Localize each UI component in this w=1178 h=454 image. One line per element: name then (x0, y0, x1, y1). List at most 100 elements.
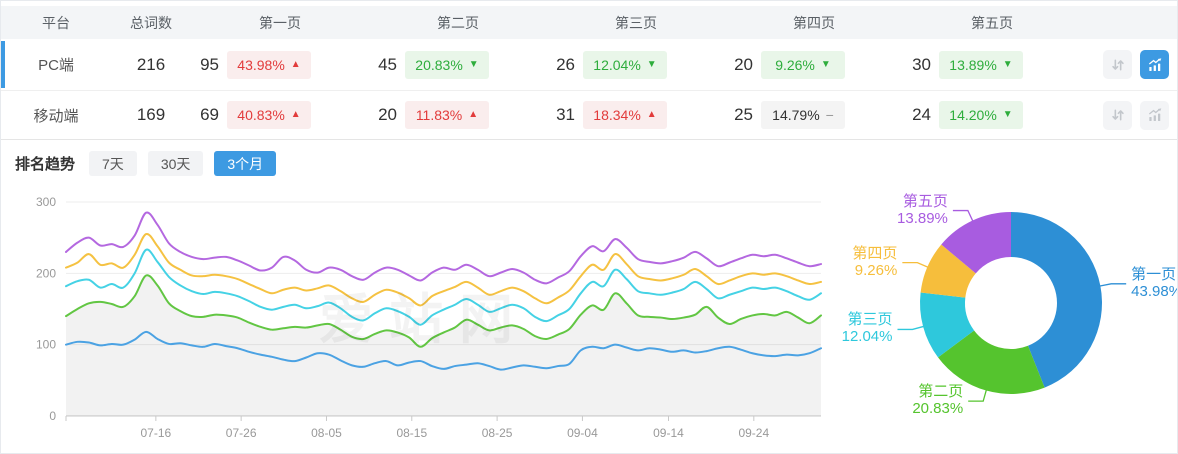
col-header-platform: 平台 (42, 14, 70, 31)
page2-count: 20 (378, 105, 397, 124)
trend-arrow-icon: ▲ (468, 109, 479, 120)
row-actions (1081, 100, 1177, 130)
pct-value: 13.89% (949, 56, 997, 73)
page5-cell: 24 14.20% ▼ (903, 101, 1081, 129)
page4-count: 25 (734, 105, 753, 124)
col-header-page5: 第五页 (971, 14, 1013, 31)
page1-pct-badge: 43.98% ▲ (227, 50, 311, 79)
page3-pct-badge: 18.34% ▲ (583, 101, 667, 129)
pct-value: 9.26% (775, 56, 815, 73)
pie-slice-label: 第五页 13.89% (897, 192, 948, 227)
sort-arrows-icon (1110, 107, 1126, 123)
pct-value: 11.83% (415, 107, 463, 123)
table-row-mobile[interactable]: 移动端 169 69 40.83% ▲ 20 11.83% ▲ 31 18.3 (1, 90, 1177, 139)
pct-value: 12.04% (593, 56, 641, 73)
svg-text:09-24: 09-24 (738, 426, 769, 440)
svg-text:07-26: 07-26 (226, 426, 257, 440)
page1-pct-badge: 40.83% ▲ (227, 101, 311, 129)
svg-text:09-14: 09-14 (653, 426, 684, 440)
page2-pct-badge: 20.83% ▼ (405, 50, 489, 79)
col-header-page1: 第一页 (259, 14, 301, 31)
svg-text:07-16: 07-16 (140, 426, 171, 440)
tab-3-months[interactable]: 3个月 (214, 151, 277, 176)
svg-text:08-05: 08-05 (311, 426, 342, 440)
svg-text:08-15: 08-15 (396, 426, 427, 440)
sort-button[interactable] (1103, 50, 1132, 79)
page1-count: 69 (200, 105, 219, 124)
tab-7-days[interactable]: 7天 (89, 151, 137, 176)
total-words-value: 169 (136, 105, 166, 124)
platform-name: PC端 (38, 57, 74, 74)
sort-button[interactable] (1103, 100, 1132, 130)
trend-title: 排名趋势 (15, 156, 76, 173)
pct-value: 20.83% (415, 56, 463, 73)
svg-text:300: 300 (36, 195, 56, 209)
svg-text:200: 200 (36, 266, 56, 280)
trend-arrow-icon: ▲ (290, 109, 301, 120)
page4-pct-badge: 14.79% − (761, 101, 845, 129)
row-actions (1081, 50, 1177, 79)
page5-pct-badge: 14.20% ▼ (939, 101, 1023, 129)
page4-cell: 20 9.26% ▼ (725, 50, 903, 79)
page2-count: 45 (378, 54, 397, 74)
trend-arrow-icon: ▼ (820, 58, 831, 70)
pie-slice-label: 第二页 20.83% (912, 383, 964, 418)
pie-slice-label: 第三页 12.04% (841, 311, 893, 346)
page1-cell: 95 43.98% ▲ (191, 50, 369, 79)
col-header-page2: 第二页 (437, 14, 479, 31)
page2-cell: 45 20.83% ▼ (369, 50, 547, 79)
page2-pct-badge: 11.83% ▲ (405, 101, 489, 129)
svg-text:0: 0 (49, 409, 56, 423)
pie-slice-label: 第一页 43.98% (1131, 265, 1178, 300)
page1-count: 95 (200, 54, 219, 74)
pct-value: 14.20% (949, 107, 997, 123)
page1-cell: 69 40.83% ▲ (191, 101, 369, 129)
pie-slice-label: 第四页 9.26% (852, 244, 898, 279)
pct-value: 14.79% (772, 107, 820, 123)
page4-cell: 25 14.79% − (725, 101, 903, 129)
page5-count: 30 (912, 54, 931, 74)
bar-chart-trend-icon (1147, 57, 1163, 73)
trend-arrow-icon: ▼ (646, 58, 657, 70)
svg-text:09-04: 09-04 (567, 426, 598, 440)
svg-text:08-25: 08-25 (482, 426, 513, 440)
trend-chart-button[interactable] (1140, 50, 1169, 79)
page3-pct-badge: 12.04% ▼ (583, 50, 667, 79)
pct-value: 40.83% (237, 107, 285, 123)
page4-count: 20 (734, 54, 753, 74)
donut-chart-canvas (897, 209, 1127, 402)
page3-count: 31 (556, 105, 575, 124)
page5-pct-badge: 13.89% ▼ (939, 50, 1023, 79)
col-header-total-words: 总词数 (130, 14, 172, 31)
page3-cell: 26 12.04% ▼ (547, 50, 725, 79)
rank-table: 平台 总词数 第一页 第二页 第三页 第四页 第五页 PC端 216 95 43… (1, 1, 1177, 140)
trend-arrow-icon: ▲ (290, 58, 301, 70)
page5-count: 24 (912, 105, 931, 124)
trend-toolbar: 排名趋势 7天 30天 3个月 (15, 151, 287, 176)
trend-line-chart: 0 100 200 300 07-16 07-26 08-05 08-15 08-25 09-04… (1, 193, 831, 453)
trend-arrow-icon: − (825, 107, 834, 123)
trend-chart-button[interactable] (1140, 100, 1169, 130)
svg-text:100: 100 (36, 338, 56, 352)
trend-arrow-icon: ▼ (1002, 109, 1013, 120)
page4-pct-badge: 9.26% ▼ (761, 50, 845, 79)
page2-cell: 20 11.83% ▲ (369, 101, 547, 129)
platform-name: 移动端 (33, 107, 79, 125)
col-header-page4: 第四页 (793, 14, 835, 31)
bar-chart-trend-icon (1147, 107, 1163, 123)
trend-arrow-icon: ▲ (646, 109, 657, 120)
tab-30-days[interactable]: 30天 (147, 151, 204, 176)
trend-arrow-icon: ▼ (468, 58, 479, 70)
page3-count: 26 (556, 54, 575, 74)
table-header: 平台 总词数 第一页 第二页 第三页 第四页 第五页 (1, 6, 1177, 39)
sort-arrows-icon (1110, 57, 1126, 73)
pct-value: 18.34% (593, 107, 641, 123)
total-words-value: 216 (136, 54, 166, 74)
col-header-page3: 第三页 (615, 14, 657, 31)
page-distribution-donut-chart: 第一页 43.98% 第二页 20.83% 第三页 12.04% 第四页 9.26% 第五页 13… (831, 151, 1178, 451)
page3-cell: 31 18.34% ▲ (547, 101, 725, 129)
table-row-pc[interactable]: PC端 216 95 43.98% ▲ 45 20.83% ▼ 26 12.0 (1, 39, 1177, 90)
trend-arrow-icon: ▼ (1002, 58, 1013, 70)
page5-cell: 30 13.89% ▼ (903, 50, 1081, 79)
